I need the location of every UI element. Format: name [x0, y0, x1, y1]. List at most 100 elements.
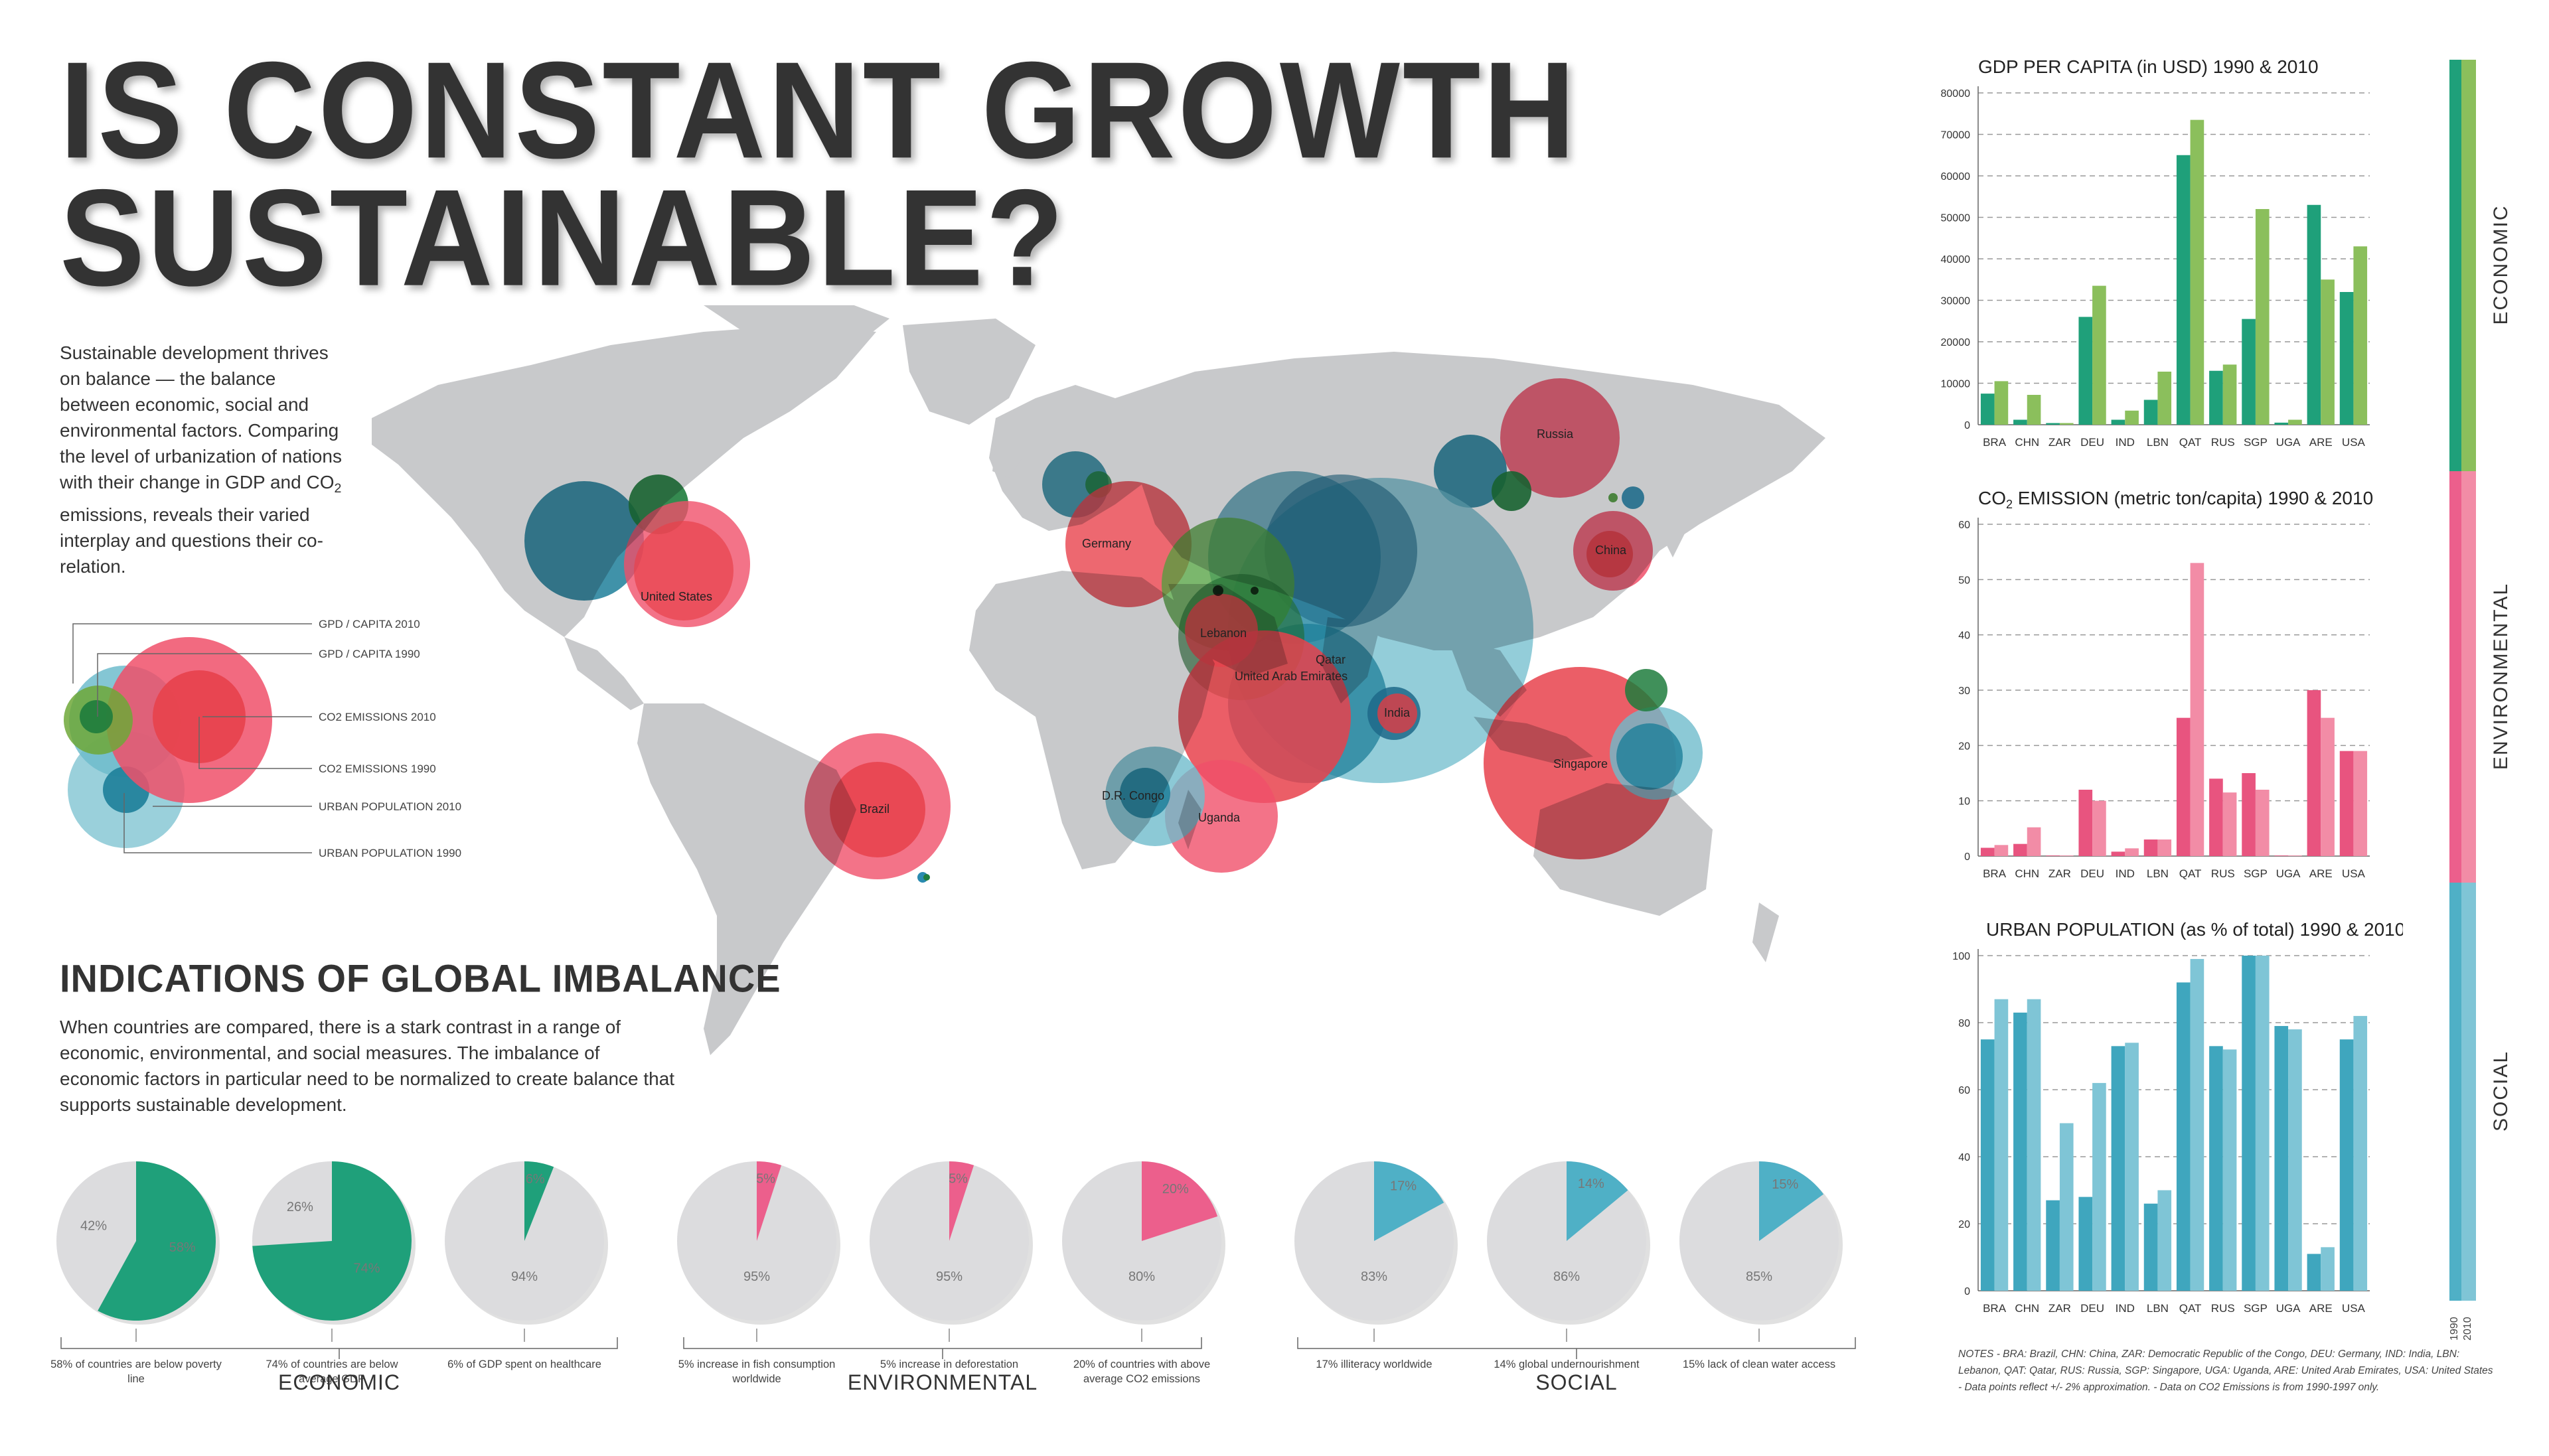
x-tick-label: LBN: [2147, 1302, 2169, 1315]
x-tick-label: CHN: [2015, 436, 2039, 449]
x-tick-label: SGP: [2244, 867, 2268, 880]
bar-uga-1990: [2274, 422, 2289, 425]
bar-lbn-1990: [2143, 400, 2158, 425]
bar-chn-2010: [2027, 395, 2041, 425]
pie-charts: 58% 42% 74% 26% 6% 94% 5% 95% 5% 95% 20% 80% 17% 83% 1…: [0, 1115, 1925, 1414]
bar-chn-2010: [2027, 827, 2041, 856]
sidebar-label: SOCIAL: [2490, 1050, 2512, 1132]
y-tick-label: 20: [1958, 741, 1970, 752]
bar-zar-2010: [2059, 1123, 2074, 1291]
pie-category-label: ECONOMIC: [278, 1370, 400, 1394]
title-line-2: SUSTAINABLE?: [60, 160, 1067, 315]
pie-chart: 20% 80%: [1062, 1161, 1225, 1342]
pie-value-label: 14%: [1578, 1177, 1604, 1191]
x-tick-label: ARE: [2309, 867, 2333, 880]
x-tick-label: DEU: [2080, 867, 2104, 880]
map-label-brazil: Brazil: [860, 802, 889, 816]
x-tick-label: CHN: [2015, 867, 2039, 880]
bar-chart: CO2 EMISSION (metric ton/capita) 1990 & …: [1958, 488, 2373, 880]
bar-uga-1990: [2274, 1026, 2289, 1291]
chart-title: URBAN POPULATION (as % of total) 1990 & …: [1986, 919, 2403, 940]
y-tick-label: 40: [1958, 1152, 1970, 1163]
legend-label: CO2 EMISSIONS 1990: [319, 763, 436, 775]
map-label-russia: Russia: [1537, 427, 1574, 441]
map-label-singapore: Singapore: [1553, 757, 1608, 770]
section-text: When countries are compared, there is a …: [60, 1017, 675, 1115]
map-label-uganda: Uganda: [1198, 811, 1241, 824]
bar-ind-1990: [2111, 419, 2125, 425]
pie-chart: 14% 86%: [1487, 1161, 1650, 1342]
pie-rest-label: 83%: [1361, 1270, 1387, 1284]
map-label-uae: United Arab Emirates: [1235, 670, 1348, 683]
map-label-united-states: United States: [641, 590, 712, 603]
pie-chart: 15% 85%: [1679, 1161, 1843, 1342]
pie-chart: 74% 26%: [252, 1161, 416, 1342]
y-tick-label: 100: [1952, 951, 1970, 962]
x-tick-label: RUS: [2211, 867, 2235, 880]
pie-slice-value: [98, 1161, 216, 1321]
intro-text: Sustainable development thrives on balan…: [60, 340, 345, 579]
bar-are-2010: [2321, 1247, 2335, 1291]
bar-lbn-1990: [2143, 1203, 2158, 1291]
x-tick-label: IND: [2116, 867, 2135, 880]
bar-uga-2010: [2288, 855, 2302, 856]
y-tick-label: 60000: [1941, 171, 1971, 182]
bar-qat-2010: [2190, 959, 2204, 1291]
pie-caption: 15% lack of clean water access: [1682, 1358, 1836, 1370]
pie-chart: 17% 83%: [1294, 1161, 1458, 1342]
bar-sgp-1990: [2242, 773, 2256, 856]
legend-label: URBAN POPULATION 2010: [319, 800, 461, 813]
bar-qat-2010: [2190, 119, 2204, 425]
map-label-china: China: [1595, 544, 1627, 557]
y-tick-label: 80000: [1941, 88, 1971, 100]
bar-zar-1990: [2046, 855, 2060, 856]
bar-usa-1990: [2339, 751, 2354, 856]
pie-caption: 58% of countries are below poverty line: [50, 1358, 222, 1385]
pie-caption: 5% increase in deforestation: [880, 1358, 1019, 1370]
x-tick-label: RUS: [2211, 1302, 2235, 1315]
bar-uga-2010: [2288, 419, 2302, 425]
x-tick-label: DEU: [2080, 436, 2104, 449]
bar-lbn-2010: [2157, 372, 2172, 425]
bar-are-1990: [2307, 204, 2321, 425]
y-tick-label: 40000: [1941, 254, 1971, 265]
x-tick-label: IND: [2116, 1302, 2135, 1315]
pie-rest-label: 95%: [936, 1270, 963, 1284]
bar-deu-1990: [2078, 317, 2093, 425]
notes-text: NOTES - BRA: Brazil, CHN: China, ZAR: De…: [1958, 1348, 2493, 1393]
bar-rus-2010: [2222, 1049, 2237, 1291]
bar-chn-1990: [2013, 419, 2027, 425]
intro-text-part: emissions, reveals their varied interpla…: [60, 504, 323, 577]
bar-ind-2010: [2125, 410, 2139, 425]
x-tick-label: QAT: [2179, 867, 2202, 880]
pie-value-label: 15%: [1772, 1177, 1798, 1192]
bar-bra-1990: [1980, 1039, 1995, 1291]
pie-rest-label: 86%: [1553, 1270, 1580, 1284]
bar-are-1990: [2307, 690, 2321, 856]
y-tick-label: 10: [1958, 796, 1970, 808]
x-tick-label: QAT: [2179, 1302, 2202, 1315]
intro-text-part: Sustainable development thrives on balan…: [60, 342, 342, 492]
bar-zar-1990: [2046, 1200, 2060, 1291]
y-tick-label: 20: [1958, 1219, 1970, 1230]
pie-rest-label: 95%: [743, 1270, 770, 1284]
pie-caption: 14% global undernourishment: [1494, 1358, 1640, 1370]
bar-sgp-2010: [2255, 790, 2270, 856]
page-title: IS CONSTANT GROWTH SUSTAINABLE?: [60, 41, 1578, 315]
pie-rest-label: 42%: [80, 1219, 107, 1234]
pie-value-label: 74%: [353, 1261, 380, 1275]
x-tick-label: SGP: [2244, 436, 2268, 449]
bar-sgp-2010: [2255, 956, 2270, 1291]
bar-lbn-2010: [2157, 1190, 2172, 1291]
bar-sgp-1990: [2242, 956, 2256, 1291]
pie-rest-label: 26%: [287, 1200, 313, 1214]
y-tick-label: 60: [1958, 1085, 1970, 1096]
x-tick-label: UGA: [2276, 867, 2301, 880]
y-tick-label: 0: [1964, 1286, 1970, 1297]
bar-bra-1990: [1980, 394, 1995, 425]
legend-gdp-1990: [80, 700, 113, 733]
bar-deu-2010: [2092, 285, 2106, 425]
pie-caption: 20% of countries with above average CO2 …: [1073, 1358, 1211, 1385]
pie-category-label: ENVIRONMENTAL: [847, 1370, 1038, 1394]
bar-usa-1990: [2339, 292, 2354, 425]
